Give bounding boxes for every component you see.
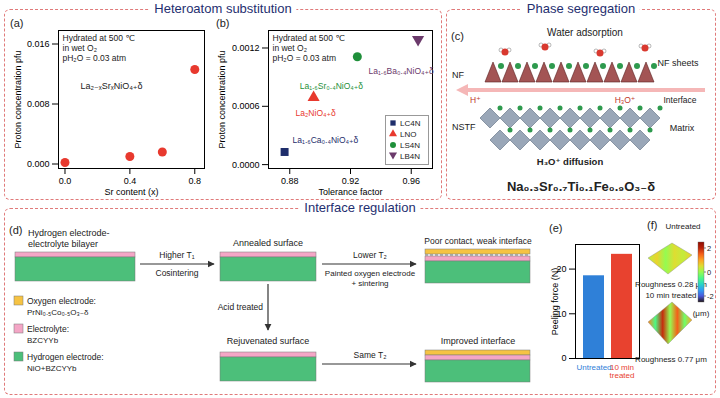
svg-text:Proton concentration pfu: Proton concentration pfu: [13, 50, 23, 148]
svg-text:La₂NiO₄₊δ: La₂NiO₄₊δ: [296, 108, 336, 118]
svg-text:0: 0: [561, 353, 566, 363]
svg-text:0.0: 0.0: [59, 176, 72, 186]
svg-text:0.008: 0.008: [27, 99, 50, 109]
svg-text:Electrolyte:: Electrolyte:: [27, 324, 69, 334]
svg-text:-2: -2: [707, 292, 714, 301]
svg-text:Untreated: Untreated: [665, 222, 700, 231]
svg-text:La₁.₆Ca₀.₄NiO₄₊δ: La₁.₆Ca₀.₄NiO₄₊δ: [293, 135, 359, 145]
svg-text:20: 20: [556, 264, 567, 274]
svg-text:0.4: 0.4: [124, 176, 137, 186]
html-text:Interface regulation: Interface regulation: [304, 200, 416, 215]
svg-text:0.8: 0.8: [189, 176, 202, 186]
svg-text:(μm): (μm): [693, 309, 710, 318]
svg-text:Annealed surface: Annealed surface: [233, 238, 303, 248]
svg-text:10: 10: [556, 308, 567, 319]
svg-text:electrolyte bilayer: electrolyte bilayer: [28, 239, 98, 249]
svg-text:0.0006: 0.0006: [232, 101, 260, 111]
svg-text:Hydrated at 500 ℃: Hydrated at 500 ℃: [63, 33, 136, 43]
svg-text:Water adsorption: Water adsorption: [547, 27, 623, 38]
svg-text:Lower T₂: Lower T₂: [353, 250, 387, 260]
svg-text:Painted oxygen electrode: Painted oxygen electrode: [325, 269, 416, 278]
svg-text:Roughness 0.77 μm: Roughness 0.77 μm: [635, 355, 707, 364]
svg-text:(f): (f): [647, 219, 657, 231]
svg-text:NiO+BZCYYb: NiO+BZCYYb: [27, 364, 77, 373]
svg-text:Cosintering: Cosintering: [156, 268, 199, 278]
html-text:Phase segregation: Phase segregation: [526, 1, 636, 16]
svg-text:NF sheets: NF sheets: [657, 58, 699, 68]
svg-text:La₁.₆Ba₀.₄NiO₄₊δ: La₁.₆Ba₀.₄NiO₄₊δ: [368, 66, 433, 76]
svg-text:LB4N: LB4N: [400, 152, 420, 161]
svg-text:Hydrogen electrode-: Hydrogen electrode-: [28, 228, 110, 238]
svg-text:Oxygen electrode:: Oxygen electrode:: [27, 296, 96, 306]
svg-text:NSTF: NSTF: [452, 122, 476, 132]
svg-text:(e): (e): [549, 222, 562, 234]
svg-text:La₂₋ₓSrₓNiO₄₊δ: La₂₋ₓSrₓNiO₄₊δ: [81, 81, 143, 91]
svg-text:Na₀.₃Sr₀.₇Ti₀.₁Fe₀.₉O₃₋δ: Na₀.₃Sr₀.₇Ti₀.₁Fe₀.₉O₃₋δ: [507, 179, 655, 194]
svg-text:in wet O₂: in wet O₂: [273, 43, 307, 53]
svg-text:H₃O⁺: H₃O⁺: [615, 95, 636, 105]
svg-text:10 min treated: 10 min treated: [645, 291, 696, 300]
svg-text:0.016: 0.016: [27, 39, 50, 49]
svg-text:LC4N: LC4N: [400, 119, 421, 128]
svg-text:Hydrogen electrode:: Hydrogen electrode:: [27, 352, 104, 362]
svg-text:Peeling force (N): Peeling force (N): [550, 268, 560, 336]
svg-text:0.96: 0.96: [402, 176, 420, 186]
svg-text:(c): (c): [451, 30, 464, 42]
svg-text:0: 0: [707, 268, 711, 277]
svg-text:(d): (d): [9, 224, 22, 236]
svg-text:(a): (a): [10, 17, 23, 29]
svg-text:10 mintreated: 10 mintreated: [610, 363, 635, 380]
svg-text:0.0012: 0.0012: [232, 43, 260, 53]
svg-text:Rejuvenated surface: Rejuvenated surface: [227, 336, 310, 346]
html-text:Heteroatom substitution: Heteroatom substitution: [154, 1, 292, 16]
svg-text:Improved interface: Improved interface: [441, 336, 516, 346]
svg-text:La₁.₆Sr₀.₄NiO₄₊δ: La₁.₆Sr₀.₄NiO₄₊δ: [300, 81, 364, 91]
svg-text:in wet O₂: in wet O₂: [63, 43, 97, 53]
svg-text:Sr content (x): Sr content (x): [104, 187, 158, 197]
svg-text:Acid treated: Acid treated: [218, 302, 264, 312]
svg-text:2: 2: [707, 244, 711, 253]
svg-text:Matrix: Matrix: [670, 123, 695, 133]
svg-text:pH₂O = 0.03 atm: pH₂O = 0.03 atm: [273, 53, 337, 63]
svg-text:0.000: 0.000: [27, 159, 50, 169]
svg-text:pH₂O = 0.03 atm: pH₂O = 0.03 atm: [63, 53, 127, 63]
svg-text:Poor contact, weak interface: Poor contact, weak interface: [424, 236, 532, 246]
svg-text:PrNi₀.₅Co₀.₅O₃₋δ: PrNi₀.₅Co₀.₅O₃₋δ: [27, 308, 89, 317]
svg-text:Tolerance factor: Tolerance factor: [318, 187, 382, 197]
svg-text:Interface: Interface: [663, 95, 696, 105]
svg-text:0.88: 0.88: [281, 176, 299, 186]
svg-text:H⁺: H⁺: [470, 95, 481, 105]
svg-text:LS4N: LS4N: [400, 141, 420, 150]
svg-text:NF: NF: [452, 70, 464, 80]
svg-text:BZCYYb: BZCYYb: [27, 336, 59, 345]
svg-text:H₃O⁺ diffusion: H₃O⁺ diffusion: [537, 156, 604, 167]
svg-text:Untreated: Untreated: [576, 363, 611, 372]
svg-text:Hydrated at 500 ℃: Hydrated at 500 ℃: [273, 33, 346, 43]
svg-text:Proton concentration pfu: Proton concentration pfu: [217, 50, 227, 148]
svg-text:(b): (b): [216, 17, 229, 29]
svg-text:0.0000: 0.0000: [232, 159, 260, 169]
svg-text:Same T₂: Same T₂: [354, 350, 387, 360]
svg-text:0.92: 0.92: [342, 176, 360, 186]
svg-text:+ sintering: + sintering: [351, 279, 388, 288]
svg-text:Roughness 0.28 μm: Roughness 0.28 μm: [635, 280, 707, 289]
svg-text:LNO: LNO: [400, 130, 416, 139]
svg-text:Higher T₁: Higher T₁: [159, 250, 194, 260]
